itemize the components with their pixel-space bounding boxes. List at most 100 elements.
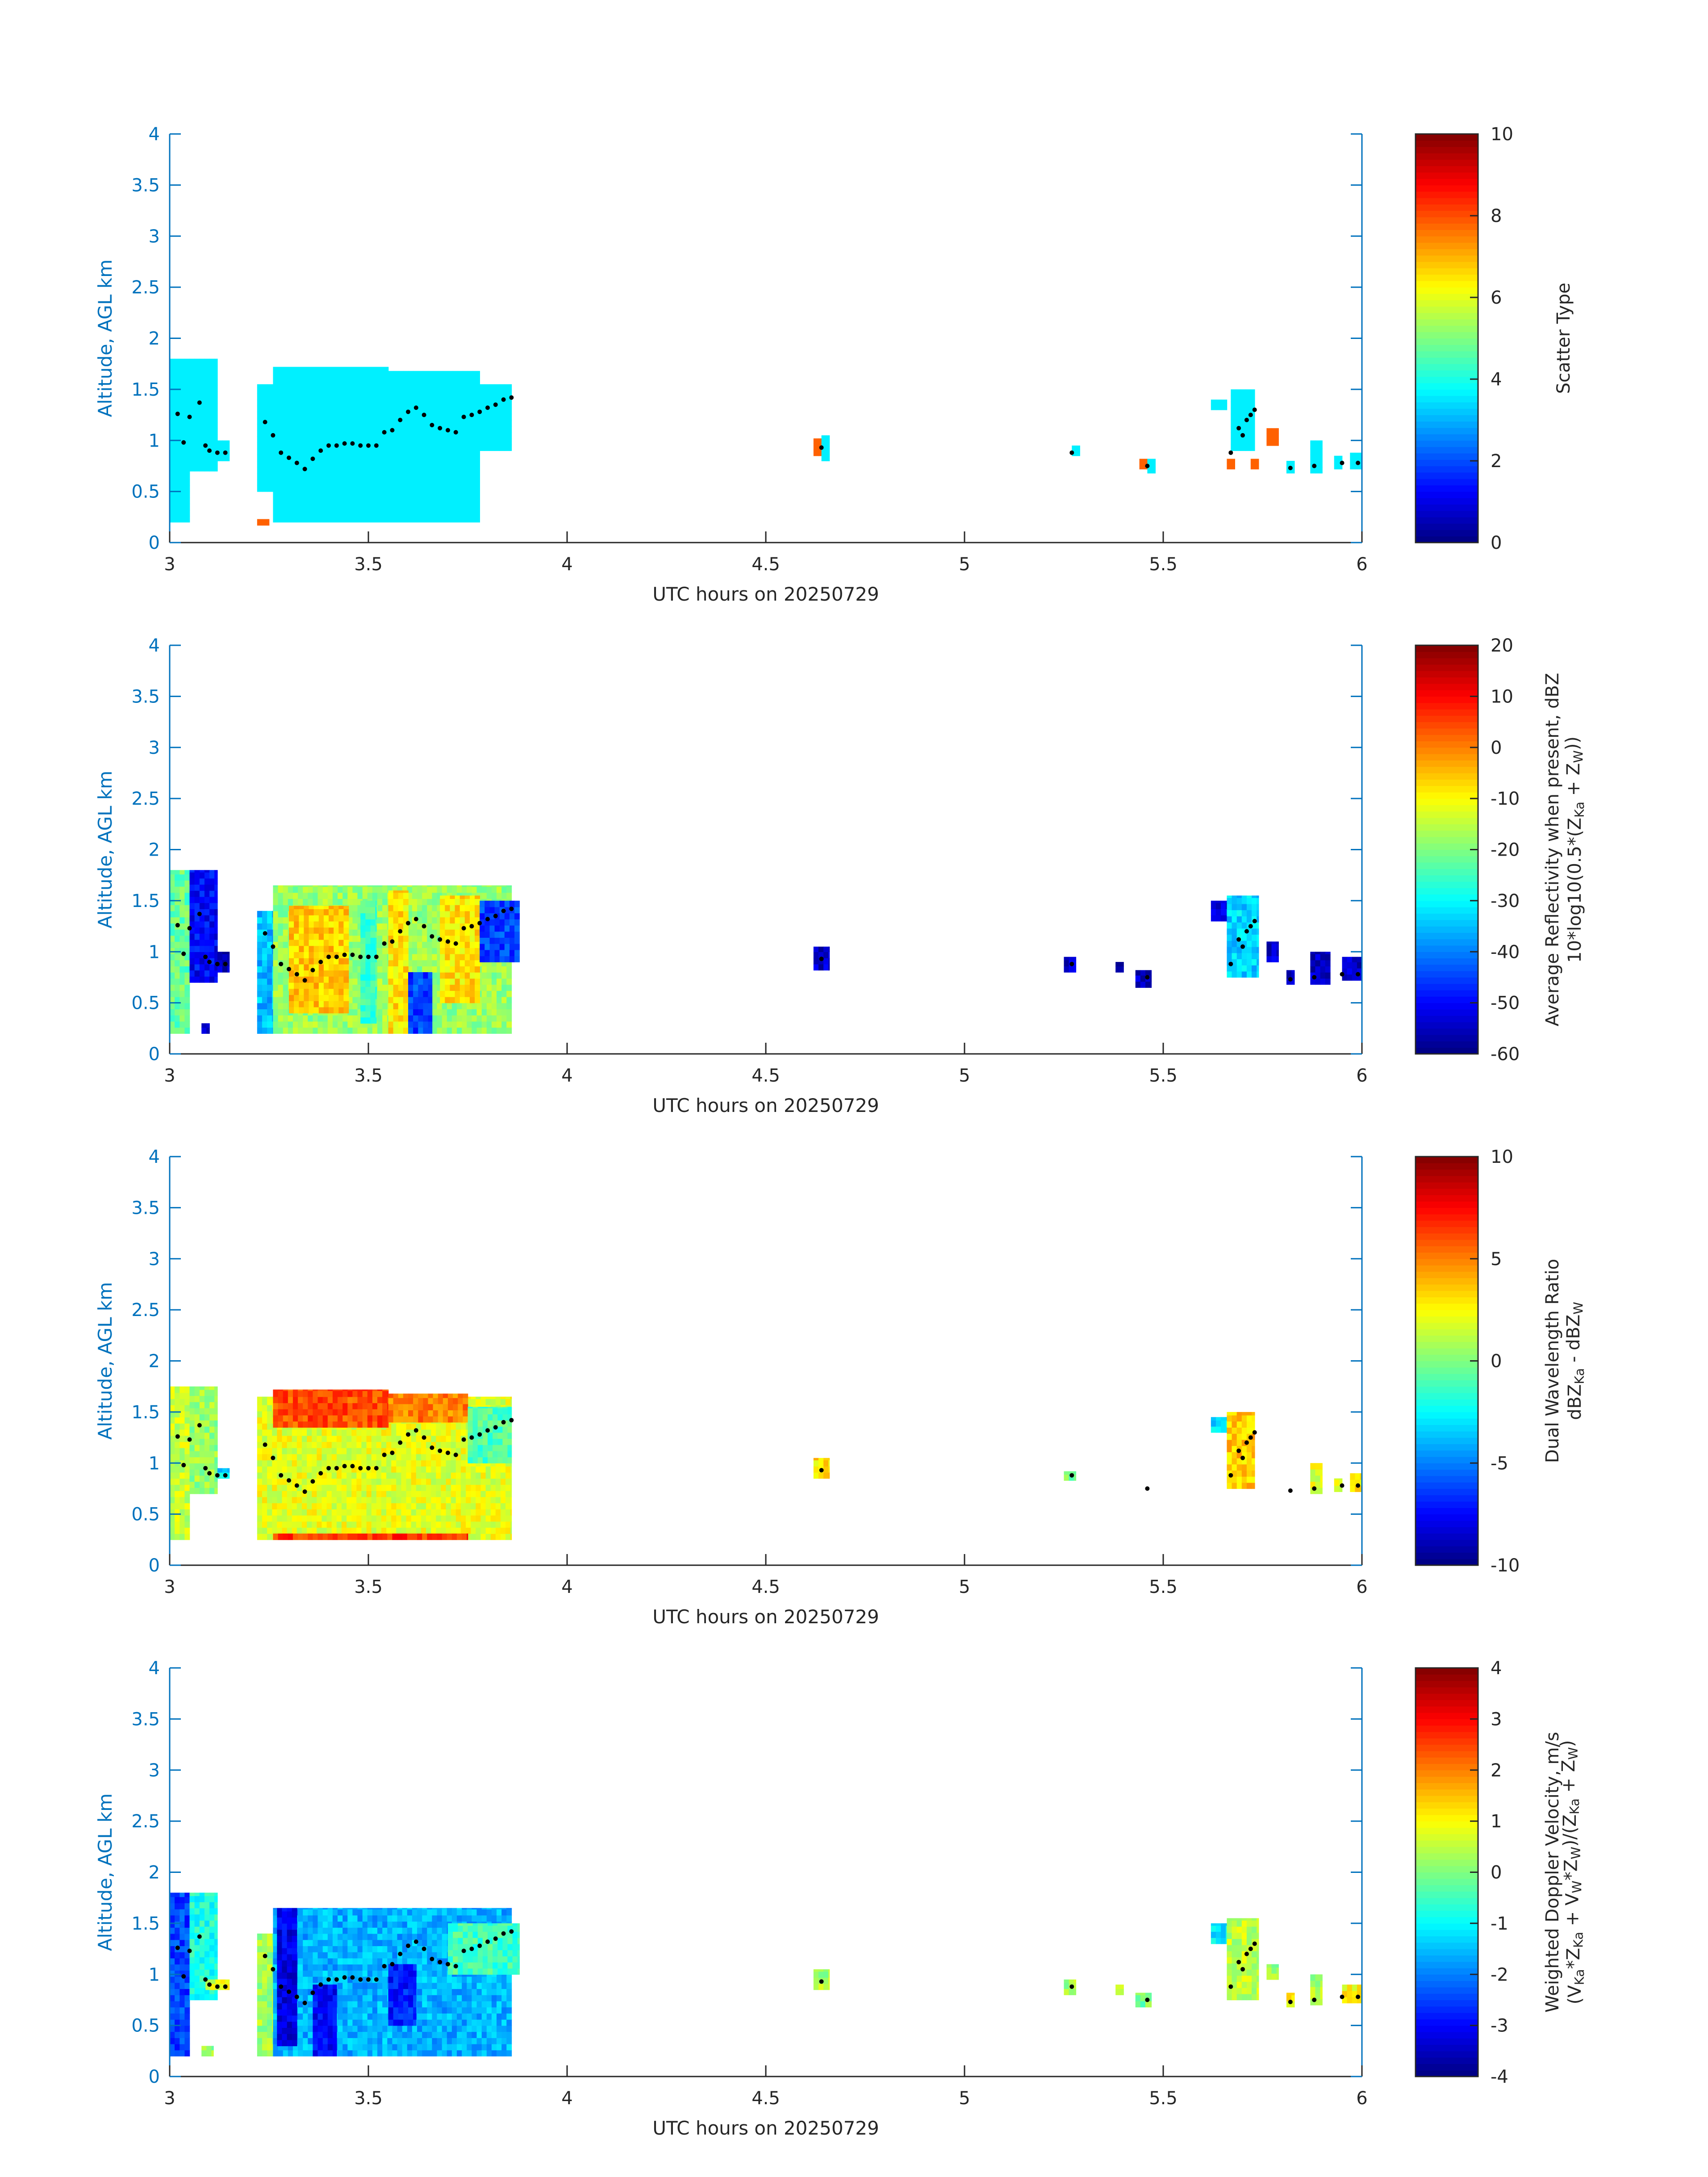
- heatmap-cell: [317, 1503, 322, 1509]
- heatmap-cell: [403, 371, 409, 376]
- heatmap-cell: [360, 992, 366, 999]
- heatmap-cell: [257, 960, 263, 966]
- heatmap-cell: [214, 416, 218, 422]
- heatmap-cell: [428, 436, 434, 443]
- heatmap-cell: [509, 401, 512, 408]
- heatmap-cell: [273, 387, 279, 394]
- heatmap-cell: [1266, 439, 1272, 446]
- heatmap-cell: [283, 996, 288, 1003]
- colorbar-swatch: [1416, 696, 1478, 703]
- heatmap-cell: [298, 491, 303, 498]
- heatmap-cell: [375, 907, 377, 914]
- heatmap-cell: [309, 921, 314, 928]
- heatmap-cell: [204, 964, 210, 971]
- heatmap-cell: [272, 935, 274, 942]
- heatmap-cell: [298, 898, 303, 905]
- heatmap-cell: [322, 405, 328, 412]
- heatmap-cell: [283, 405, 288, 412]
- heatmap-cell: [453, 473, 458, 480]
- heatmap-cell: [170, 1521, 175, 1528]
- heatmap-cell: [317, 485, 323, 492]
- colorbar-swatch: [1416, 971, 1478, 978]
- heatmap-cell: [1360, 456, 1362, 464]
- heatmap-cell: [418, 510, 424, 517]
- overlay-point: [175, 411, 180, 416]
- heatmap-cell: [257, 473, 263, 480]
- heatmap-cell: [347, 923, 353, 930]
- heatmap-cell: [388, 984, 394, 991]
- heatmap-cell: [370, 913, 376, 919]
- heatmap-cell: [273, 367, 279, 369]
- heatmap-cell: [464, 953, 470, 961]
- heatmap-cell: [308, 479, 313, 486]
- heatmap-cell: [322, 1460, 327, 1467]
- heatmap-cell: [494, 384, 500, 390]
- heatmap-cell: [413, 1027, 418, 1034]
- heatmap-cell: [459, 923, 465, 930]
- overlay-point: [175, 923, 180, 928]
- heatmap-cell: [298, 375, 303, 382]
- heatmap-cell: [292, 393, 298, 400]
- heatmap-cell: [342, 1021, 348, 1028]
- heatmap-cell: [437, 953, 443, 961]
- heatmap-cell: [1150, 981, 1152, 988]
- heatmap-cell: [468, 467, 473, 474]
- heatmap-cell: [451, 1015, 457, 1022]
- heatmap-cell: [332, 369, 338, 376]
- colorbar-swatch: [1416, 983, 1478, 990]
- heatmap-cell: [209, 1386, 215, 1390]
- heatmap-cell: [175, 984, 180, 991]
- heatmap-cell: [367, 497, 373, 504]
- heatmap-cell: [480, 925, 485, 932]
- heatmap-cell: [322, 1447, 327, 1454]
- heatmap-cell: [317, 491, 323, 498]
- heatmap-cell: [506, 892, 512, 899]
- heatmap-cell: [283, 935, 288, 942]
- heatmap-cell: [180, 387, 185, 394]
- heatmap-cell: [318, 939, 324, 946]
- heatmap-cell: [194, 447, 200, 453]
- heatmap-cell: [323, 952, 329, 958]
- heatmap-cell: [398, 978, 404, 985]
- heatmap-cell: [387, 886, 393, 893]
- heatmap-cell: [283, 941, 288, 948]
- heatmap-cell: [278, 399, 284, 406]
- heatmap-cell: [388, 1009, 394, 1015]
- heatmap-cell: [1240, 395, 1246, 402]
- heatmap-cell: [331, 1527, 337, 1534]
- heatmap-cell: [472, 371, 478, 376]
- heatmap-cell: [377, 935, 383, 942]
- heatmap-cell: [180, 467, 185, 474]
- heatmap-cell: [1310, 978, 1316, 985]
- heatmap-cell: [352, 885, 358, 887]
- heatmap-cell: [184, 485, 190, 492]
- heatmap-cell: [387, 418, 389, 425]
- heatmap-cell: [194, 1426, 200, 1433]
- heatmap-cell: [1231, 401, 1236, 408]
- heatmap-cell: [175, 953, 180, 961]
- heatmap-cell: [343, 982, 349, 989]
- heatmap-cell: [480, 401, 485, 408]
- overlay-point: [1312, 464, 1317, 468]
- heatmap-cell: [481, 972, 487, 979]
- heatmap-cell: [317, 393, 323, 400]
- heatmap-cell: [375, 919, 377, 926]
- heatmap-cell: [209, 1438, 215, 1445]
- heatmap-cell: [1357, 957, 1362, 962]
- heatmap-cell: [813, 952, 819, 958]
- heatmap-cell: [317, 1472, 322, 1479]
- heatmap-cell: [194, 1445, 200, 1451]
- heatmap-cell: [370, 1011, 376, 1018]
- y-tick-label: 0.5: [131, 482, 160, 502]
- heatmap-cell: [357, 448, 363, 455]
- heatmap-cell: [477, 399, 480, 406]
- heatmap-cell: [322, 1015, 328, 1022]
- heatmap-cell: [347, 461, 353, 468]
- heatmap-cell: [440, 911, 446, 918]
- heatmap-cell: [214, 403, 218, 410]
- heatmap-cell: [357, 898, 363, 905]
- heatmap-cell: [489, 907, 495, 914]
- heatmap-cell: [313, 970, 319, 977]
- heatmap-cell: [217, 455, 223, 461]
- heatmap-cell: [273, 467, 279, 474]
